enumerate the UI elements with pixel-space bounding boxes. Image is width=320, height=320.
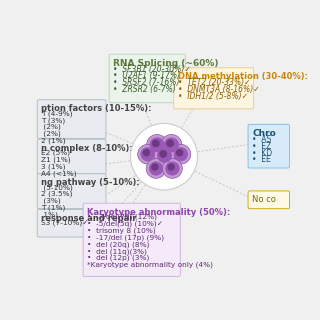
Circle shape: [131, 124, 197, 190]
Text: •  del (12p) (3%): • del (12p) (3%): [87, 255, 149, 261]
Circle shape: [164, 137, 179, 152]
Text: (2%): (2%): [41, 124, 61, 131]
Text: (3%): (3%): [41, 198, 61, 204]
Text: •  EZ: • EZ: [252, 142, 271, 151]
Text: •  IDH1/2 (5-8%)✓: • IDH1/2 (5-8%)✓: [178, 92, 248, 101]
Circle shape: [152, 140, 160, 147]
Text: (5-10%): (5-10%): [41, 184, 73, 190]
FancyBboxPatch shape: [37, 174, 106, 209]
Text: S3 (7-10%)✓: S3 (7-10%)✓: [41, 220, 89, 226]
Text: A4 (<1%): A4 (<1%): [41, 170, 77, 177]
Circle shape: [149, 161, 163, 176]
Circle shape: [154, 145, 175, 166]
Text: •  EE: • EE: [252, 156, 271, 164]
Circle shape: [146, 159, 166, 178]
Circle shape: [171, 144, 191, 164]
FancyBboxPatch shape: [37, 100, 106, 139]
Circle shape: [140, 147, 155, 161]
Circle shape: [166, 140, 174, 147]
Text: •  SF3B1 (20-30%)✓: • SF3B1 (20-30%)✓: [113, 65, 191, 74]
FancyBboxPatch shape: [37, 139, 106, 174]
Text: Z1 (1%): Z1 (1%): [41, 156, 71, 163]
Text: 3 (1%): 3 (1%): [41, 163, 66, 170]
Circle shape: [157, 148, 172, 163]
Circle shape: [161, 134, 182, 155]
FancyBboxPatch shape: [174, 68, 253, 109]
Text: RNA Splicing (~60%): RNA Splicing (~60%): [113, 59, 219, 68]
Text: •  trisomy 8 (10%): • trisomy 8 (10%): [87, 228, 156, 234]
FancyBboxPatch shape: [83, 203, 180, 276]
Text: DNA methylation (30-40%):: DNA methylation (30-40%):: [178, 72, 308, 81]
Text: •  del (20q) (8%): • del (20q) (8%): [87, 241, 150, 248]
Circle shape: [159, 150, 167, 158]
Circle shape: [174, 147, 188, 161]
Circle shape: [149, 137, 164, 152]
Text: T (1%): T (1%): [41, 205, 66, 211]
Text: •  -17/del (17p) (9%): • -17/del (17p) (9%): [87, 234, 164, 241]
Text: n complex (8-10%):: n complex (8-10%):: [41, 144, 133, 153]
Text: •  DNMT3A (8-16%)✓: • DNMT3A (8-16%)✓: [178, 85, 259, 94]
Text: •  TET2 (20-33%)✓: • TET2 (20-33%)✓: [178, 78, 250, 87]
Circle shape: [176, 149, 183, 156]
Text: 2 (1%): 2 (1%): [41, 138, 66, 144]
Circle shape: [163, 159, 182, 178]
FancyBboxPatch shape: [248, 124, 290, 168]
FancyBboxPatch shape: [109, 54, 185, 103]
Text: •  KD: • KD: [252, 148, 272, 157]
Text: •  del (11q)(3%): • del (11q)(3%): [87, 248, 147, 255]
Circle shape: [138, 144, 157, 164]
Circle shape: [147, 134, 167, 155]
Text: 1%): 1%): [41, 212, 58, 218]
Circle shape: [165, 161, 180, 176]
Text: E2 (5%): E2 (5%): [41, 149, 70, 156]
Text: •  -5/del(5q) (10%)✓: • -5/del(5q) (10%)✓: [87, 220, 163, 227]
Text: •  AS: • AS: [252, 135, 271, 144]
Circle shape: [151, 163, 159, 171]
Text: No co: No co: [252, 195, 276, 204]
Text: •  U2AF1 (9-17%): • U2AF1 (9-17%): [113, 71, 180, 80]
Text: 2 (3.5%): 2 (3.5%): [41, 191, 73, 197]
FancyBboxPatch shape: [248, 191, 290, 209]
Text: Karyotype abnormality (50%):: Karyotype abnormality (50%):: [87, 208, 230, 217]
Text: (2%): (2%): [41, 131, 61, 137]
Text: ng pathway (5-10%):: ng pathway (5-10%):: [41, 178, 140, 187]
Text: T (4-9%): T (4-9%): [41, 110, 73, 116]
Circle shape: [143, 149, 150, 156]
FancyBboxPatch shape: [37, 209, 106, 237]
Text: response and repair: response and repair: [41, 214, 137, 223]
Text: •  ZRSR2 (6-7%): • ZRSR2 (6-7%): [113, 85, 176, 94]
Text: ption factors (10-15%):: ption factors (10-15%):: [41, 104, 152, 113]
Text: *Karyotype abnormality only (4%): *Karyotype abnormality only (4%): [87, 262, 213, 268]
Text: T (3%): T (3%): [41, 117, 66, 124]
Text: Chro: Chro: [252, 129, 276, 138]
Text: •  SRSF2 (7-16%): • SRSF2 (7-16%): [113, 78, 180, 87]
Circle shape: [167, 163, 175, 171]
Text: •  -7/del(7q) (12%): • -7/del(7q) (12%): [87, 213, 157, 220]
